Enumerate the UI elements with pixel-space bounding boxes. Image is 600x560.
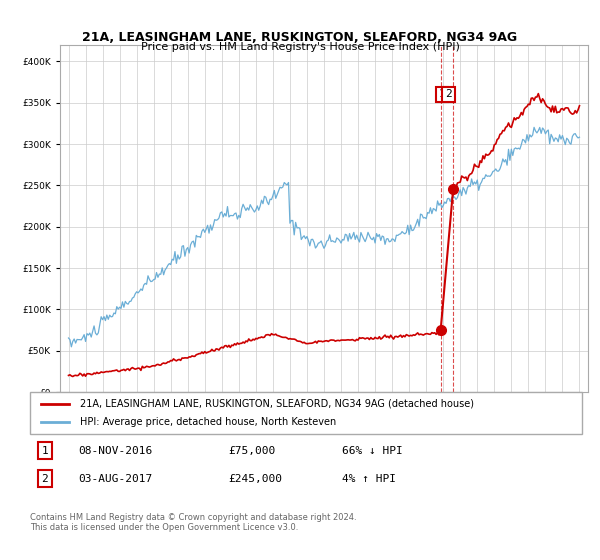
Text: Price paid vs. HM Land Registry's House Price Index (HPI): Price paid vs. HM Land Registry's House … — [140, 42, 460, 52]
Text: HPI: Average price, detached house, North Kesteven: HPI: Average price, detached house, Nort… — [80, 417, 336, 427]
Text: 03-AUG-2017: 03-AUG-2017 — [78, 474, 152, 484]
Text: £75,000: £75,000 — [228, 446, 275, 456]
FancyBboxPatch shape — [30, 392, 582, 434]
Text: 21A, LEASINGHAM LANE, RUSKINGTON, SLEAFORD, NG34 9AG: 21A, LEASINGHAM LANE, RUSKINGTON, SLEAFO… — [82, 31, 518, 44]
Text: 2: 2 — [445, 90, 452, 100]
Text: £245,000: £245,000 — [228, 474, 282, 484]
Text: 21A, LEASINGHAM LANE, RUSKINGTON, SLEAFORD, NG34 9AG (detached house): 21A, LEASINGHAM LANE, RUSKINGTON, SLEAFO… — [80, 399, 473, 409]
Text: 66% ↓ HPI: 66% ↓ HPI — [342, 446, 403, 456]
Text: Contains HM Land Registry data © Crown copyright and database right 2024.: Contains HM Land Registry data © Crown c… — [30, 513, 356, 522]
Text: 2: 2 — [41, 474, 49, 484]
Text: This data is licensed under the Open Government Licence v3.0.: This data is licensed under the Open Gov… — [30, 523, 298, 532]
Text: 1: 1 — [439, 90, 445, 100]
Text: 08-NOV-2016: 08-NOV-2016 — [78, 446, 152, 456]
Text: 1: 1 — [41, 446, 49, 456]
Text: 4% ↑ HPI: 4% ↑ HPI — [342, 474, 396, 484]
